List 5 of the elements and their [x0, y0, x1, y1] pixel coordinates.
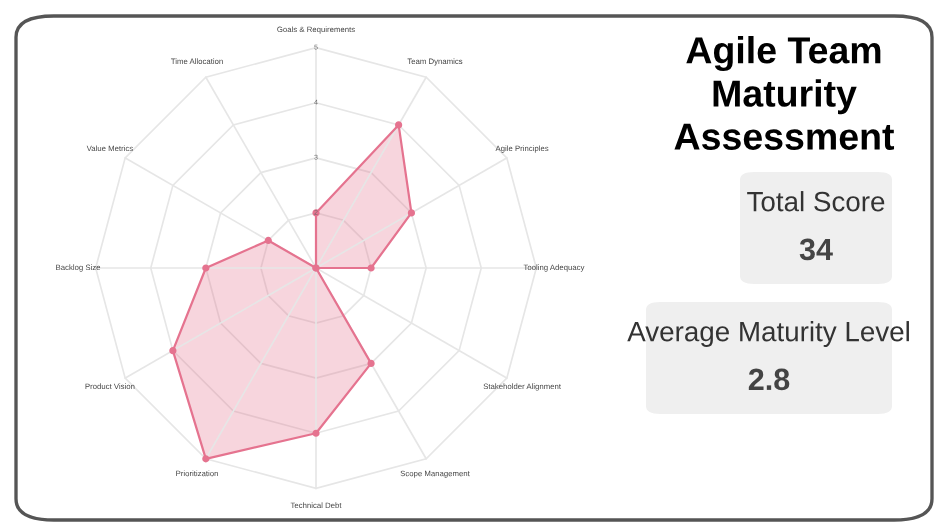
text: Total Score — [747, 191, 885, 212]
text: 34 — [799, 238, 833, 261]
text: Average Maturity Level — [627, 321, 909, 347]
text: Agile Team Maturity Assessment — [674, 36, 895, 150]
text: 2.8 — [748, 368, 790, 391]
